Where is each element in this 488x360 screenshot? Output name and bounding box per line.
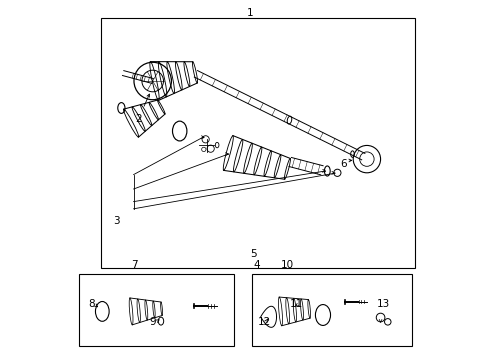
Text: 9: 9 xyxy=(149,317,156,327)
Text: 5: 5 xyxy=(250,249,256,259)
Text: 6: 6 xyxy=(340,159,346,169)
Text: 2: 2 xyxy=(135,114,142,124)
Text: 4: 4 xyxy=(253,260,260,270)
Text: 8: 8 xyxy=(88,299,95,309)
Text: 13: 13 xyxy=(376,299,389,309)
Bar xyxy=(101,18,415,268)
Text: 12: 12 xyxy=(257,317,270,327)
Text: 10: 10 xyxy=(281,260,294,270)
Text: 1: 1 xyxy=(246,8,253,18)
Text: 3: 3 xyxy=(113,216,120,226)
Bar xyxy=(79,274,233,346)
Text: 11: 11 xyxy=(289,299,303,309)
Bar xyxy=(251,274,411,346)
Text: 7: 7 xyxy=(131,260,138,270)
